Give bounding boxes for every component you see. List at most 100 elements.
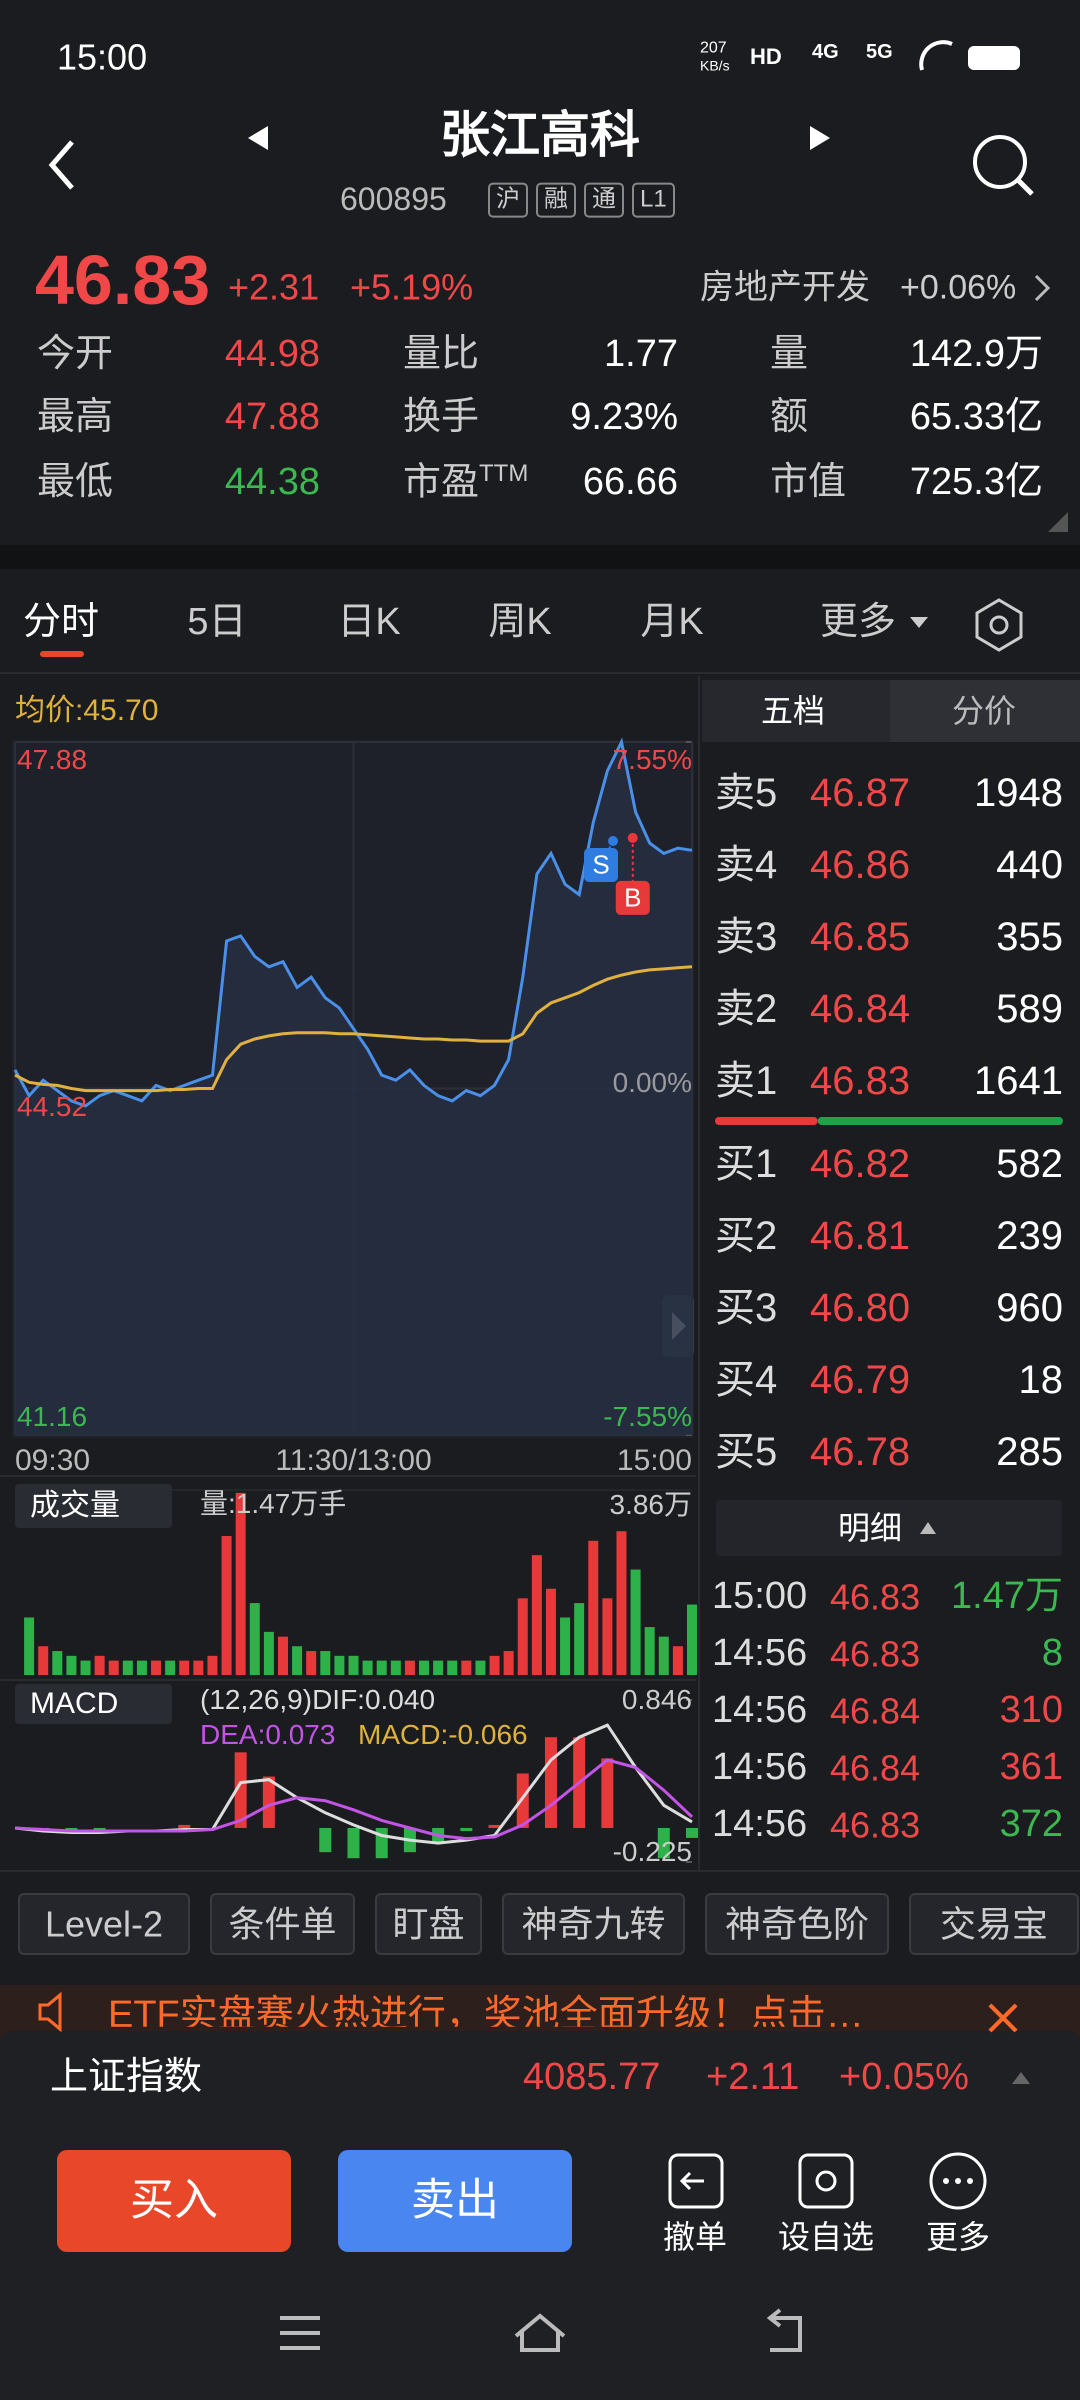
book-price: 46.81 (810, 1214, 911, 1258)
volume-bar (207, 1655, 218, 1675)
sell-label[interactable]: 卖出 (411, 2175, 499, 2225)
dea-line (14, 1758, 694, 1841)
stat-value: 47.88 (224, 396, 320, 439)
tool-label[interactable]: 盯盘 (392, 1903, 465, 1945)
tool-button[interactable] (18, 1893, 190, 1955)
action-label[interactable]: 设自选 (777, 2218, 875, 2255)
chart-tab[interactable]: 更多 (819, 601, 897, 644)
y-tick-label: 0.846 (621, 1684, 692, 1716)
book-price: 46.80 (810, 1286, 911, 1330)
stat-value: 9.23% (570, 396, 678, 439)
chart-tab[interactable]: 日K (337, 601, 401, 644)
volume-bar (122, 1660, 133, 1675)
stat-label: 市值 (770, 461, 847, 504)
volume-bar (390, 1660, 401, 1675)
sector: 房地产开发 (700, 268, 870, 307)
corner (1048, 512, 1068, 532)
book-volume: 589 (996, 987, 1063, 1031)
volume-bar (136, 1660, 147, 1675)
next-icon[interactable] (810, 126, 830, 150)
book-tab[interactable]: 五档 (760, 692, 826, 729)
book-label: 卖4 (715, 843, 778, 887)
volume-selector[interactable] (15, 1484, 172, 1528)
tool-button[interactable] (375, 1893, 482, 1955)
volume-bar (630, 1569, 641, 1675)
tool-label[interactable]: 神奇九转 (521, 1903, 666, 1945)
book-volume: 960 (996, 1286, 1063, 1330)
book-label: 买4 (715, 1358, 778, 1402)
book-tab[interactable] (890, 680, 1080, 742)
tool-label[interactable]: Level-2 (44, 1903, 164, 1945)
sell-button[interactable] (338, 2150, 572, 2252)
buy-button[interactable] (57, 2150, 291, 2252)
index-change: +2.11 (706, 2056, 800, 2099)
index-name: 上证指数 (50, 2056, 203, 2099)
book-volume: 285 (996, 1430, 1063, 1474)
y-tick-label: 3.86万 (609, 1489, 693, 1521)
tool-button[interactable] (210, 1893, 355, 1955)
tool-button[interactable] (705, 1893, 889, 1955)
tool-label[interactable]: 交易宝 (939, 1903, 1049, 1945)
stat-label: 量比 (403, 333, 480, 376)
tool-label[interactable]: 条件单 (228, 1903, 337, 1945)
trade-label: S (592, 849, 610, 880)
trade-badge (615, 880, 650, 915)
book-price: 46.82 (810, 1142, 911, 1186)
search-icon[interactable] (973, 135, 1027, 189)
volume-bar (560, 1617, 571, 1675)
macd-bar (488, 1824, 501, 1828)
net-unit: KB/s (700, 57, 730, 74)
stat-label: 今开 (37, 333, 114, 376)
book-price: 46.84 (810, 987, 911, 1031)
volume-bar (447, 1660, 458, 1675)
volume-bar (221, 1536, 232, 1675)
book-volume: 355 (996, 915, 1063, 959)
book-label: 买1 (715, 1142, 778, 1186)
trade-price: 46.83 (830, 1576, 921, 1618)
badge: 融 (536, 182, 576, 218)
volume-bar (165, 1660, 176, 1675)
trade-price: 46.83 (830, 1804, 921, 1846)
status-time: 15:00 (57, 36, 148, 78)
settings-icon[interactable] (975, 598, 1023, 652)
volume-bar (24, 1617, 35, 1675)
sector-change: +0.06% (900, 268, 1017, 307)
net-speed: 207 (700, 39, 727, 57)
price-area (15, 742, 692, 1435)
x-tick-label: 11:30/13:00 (275, 1444, 432, 1477)
action-label[interactable]: 更多 (925, 2218, 991, 2255)
wifi (919, 40, 953, 71)
chart-tab[interactable]: 5日 (187, 601, 247, 644)
macd-bar (601, 1758, 614, 1828)
y-tick-label: 41.16 (17, 1401, 88, 1433)
buy-label[interactable]: 买入 (130, 2175, 218, 2225)
stock-name: 张江高科 (440, 107, 640, 163)
chart-tab[interactable]: 月K (640, 601, 704, 644)
book-tab-active[interactable] (702, 680, 890, 742)
trade-time: 14:56 (712, 1689, 808, 1732)
stat-label: 最低 (37, 461, 114, 504)
macd-title[interactable]: MACD (30, 1687, 119, 1720)
macd-selector[interactable] (15, 1684, 172, 1724)
action-label[interactable]: 撤单 (662, 2218, 728, 2255)
prev-icon[interactable] (248, 126, 268, 150)
volume-bar (404, 1660, 415, 1675)
tool-button[interactable] (502, 1893, 685, 1955)
tool-button[interactable] (909, 1893, 1079, 1955)
volume-bar (672, 1646, 683, 1675)
volume-title[interactable]: 成交量 (30, 1489, 120, 1522)
tool-label[interactable]: 神奇色阶 (724, 1903, 870, 1945)
back-icon[interactable] (48, 140, 74, 190)
chart-tab[interactable]: 周K (488, 601, 552, 644)
price-line (13, 737, 693, 1108)
book-price: 46.83 (810, 1059, 911, 1103)
stat-value: 1.77 (604, 333, 678, 376)
detail-title[interactable]: 明细 (837, 1509, 903, 1546)
volume-bar (151, 1660, 162, 1675)
book-tab[interactable]: 分价 (951, 692, 1017, 729)
chart-tab[interactable]: 分时 (22, 601, 100, 644)
volume-bar (574, 1603, 585, 1675)
volume-bar (687, 1604, 697, 1675)
book-volume: 239 (996, 1214, 1063, 1258)
stat-value: 44.38 (224, 461, 320, 504)
